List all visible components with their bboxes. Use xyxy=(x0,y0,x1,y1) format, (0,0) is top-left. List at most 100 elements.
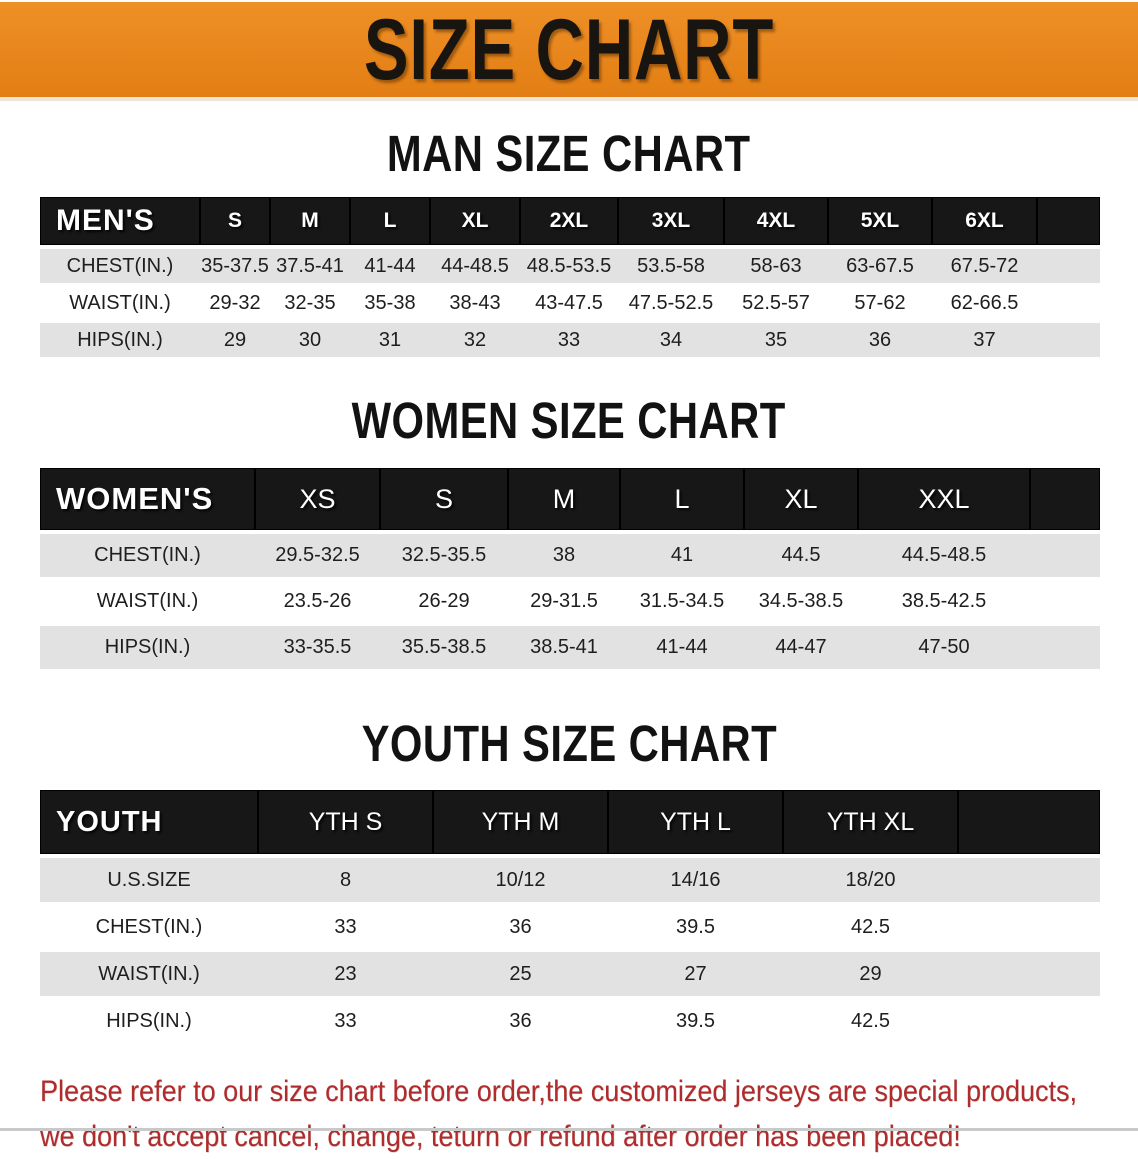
table-cell: 8 xyxy=(258,858,433,905)
row-label: HIPS(IN.) xyxy=(40,323,200,360)
column-header: S xyxy=(380,468,508,534)
table-cell: 36 xyxy=(828,323,932,360)
row-label: CHEST(IN.) xyxy=(40,905,258,952)
table-cell: 32 xyxy=(430,323,520,360)
column-header: XXL xyxy=(858,468,1030,534)
table-row: CHEST(IN.) 35-37.5 37.5-41 41-44 44-48.5 48.5… xyxy=(40,249,1100,286)
table-cell: 48.5-53.5 xyxy=(520,249,618,286)
table-cell: 33 xyxy=(520,323,618,360)
table-cell: 23.5-26 xyxy=(255,580,380,626)
column-header: YTH L xyxy=(608,790,783,858)
bottom-divider xyxy=(0,1128,1138,1131)
table-cell: 31.5-34.5 xyxy=(620,580,744,626)
table-cell: 57-62 xyxy=(828,286,932,323)
banner-title: SIZE CHART xyxy=(363,1,775,98)
row-label: CHEST(IN.) xyxy=(40,534,255,580)
table-cell: 32-35 xyxy=(270,286,350,323)
table-cell: 47-50 xyxy=(858,626,1030,672)
table-cell: 44.5-48.5 xyxy=(858,534,1030,580)
table-cell: 32.5-35.5 xyxy=(380,534,508,580)
table-cell: 29 xyxy=(783,952,958,999)
table-title: MEN'S xyxy=(40,197,200,249)
table-row: U.S.SIZE 8 10/12 14/16 18/20 xyxy=(40,858,1100,905)
men-size-table: MEN'S S M L XL 2XL 3XL 4XL 5XL 6XL CHEST(IN.) 35-37… xyxy=(40,197,1100,360)
table-row: HIPS(IN.) 33-35.5 35.5-38.5 38.5-41 41-44 44-… xyxy=(40,626,1100,672)
table-cell: 31 xyxy=(350,323,430,360)
table-cell: 44-47 xyxy=(744,626,858,672)
table-cell: 58-63 xyxy=(724,249,828,286)
table-row: HIPS(IN.) 29 30 31 32 33 34 35 36 37 xyxy=(40,323,1100,360)
table-cell: 35-37.5 xyxy=(200,249,270,286)
youth-section-heading: YOUTH SIZE CHART xyxy=(0,718,1138,770)
row-label: WAIST(IN.) xyxy=(40,580,255,626)
row-label: HIPS(IN.) xyxy=(40,626,255,672)
column-header: M xyxy=(508,468,620,534)
table-cell: 38.5-42.5 xyxy=(858,580,1030,626)
column-header: 3XL xyxy=(618,197,724,249)
row-filler xyxy=(958,858,1100,905)
row-filler xyxy=(1037,249,1100,286)
row-filler xyxy=(958,999,1100,1046)
table-cell: 35-38 xyxy=(350,286,430,323)
table-title: WOMEN'S xyxy=(40,468,255,534)
men-section-heading: MAN SIZE CHART xyxy=(0,128,1138,180)
row-filler xyxy=(1037,286,1100,323)
table-cell: 29.5-32.5 xyxy=(255,534,380,580)
column-header: 5XL xyxy=(828,197,932,249)
column-header: XS xyxy=(255,468,380,534)
header-row: WOMEN'S XS S M L XL XXL xyxy=(40,468,1100,534)
column-header: YTH S xyxy=(258,790,433,858)
table-cell: 44-48.5 xyxy=(430,249,520,286)
table-cell: 41-44 xyxy=(350,249,430,286)
youth-size-table: YOUTH YTH S YTH M YTH L YTH XL U.S.SIZE 8 10/12… xyxy=(40,790,1100,1046)
table-cell: 37 xyxy=(932,323,1037,360)
table-cell: 25 xyxy=(433,952,608,999)
women-size-table: WOMEN'S XS S M L XL XXL CHEST(IN.) 29.5-32.5 32.5… xyxy=(40,468,1100,672)
row-filler xyxy=(1030,580,1100,626)
table-cell: 14/16 xyxy=(608,858,783,905)
column-header: YTH XL xyxy=(783,790,958,858)
table-cell: 37.5-41 xyxy=(270,249,350,286)
table-row: HIPS(IN.) 33 36 39.5 42.5 xyxy=(40,999,1100,1046)
women-section-heading-text: WOMEN SIZE CHART xyxy=(351,392,787,449)
row-label: WAIST(IN.) xyxy=(40,286,200,323)
table-cell: 42.5 xyxy=(783,905,958,952)
table-cell: 35.5-38.5 xyxy=(380,626,508,672)
row-filler xyxy=(1030,534,1100,580)
table-row: CHEST(IN.) 29.5-32.5 32.5-35.5 38 41 44.5 44.5… xyxy=(40,534,1100,580)
header-row: YOUTH YTH S YTH M YTH L YTH XL xyxy=(40,790,1100,858)
row-filler xyxy=(958,905,1100,952)
table-cell: 39.5 xyxy=(608,905,783,952)
table-title: YOUTH xyxy=(40,790,258,858)
men-section-heading-text: MAN SIZE CHART xyxy=(387,125,751,182)
table-cell: 42.5 xyxy=(783,999,958,1046)
footer-note-line2: we don't accept cancel, change, teturn o… xyxy=(40,1120,961,1153)
table-cell: 34.5-38.5 xyxy=(744,580,858,626)
table-cell: 36 xyxy=(433,905,608,952)
table-row: WAIST(IN.) 23 25 27 29 xyxy=(40,952,1100,999)
row-filler xyxy=(1037,323,1100,360)
row-label: HIPS(IN.) xyxy=(40,999,258,1046)
column-header: 6XL xyxy=(932,197,1037,249)
column-header: YTH M xyxy=(433,790,608,858)
row-label: WAIST(IN.) xyxy=(40,952,258,999)
table-cell: 29 xyxy=(200,323,270,360)
footer-note: Please refer to our size chart before or… xyxy=(40,1069,1138,1159)
table-cell: 27 xyxy=(608,952,783,999)
table-cell: 62-66.5 xyxy=(932,286,1037,323)
table-row: WAIST(IN.) 23.5-26 26-29 29-31.5 31.5-34.5 34… xyxy=(40,580,1100,626)
row-label: U.S.SIZE xyxy=(40,858,258,905)
column-header: S xyxy=(200,197,270,249)
table-cell: 41-44 xyxy=(620,626,744,672)
table-cell: 33 xyxy=(258,999,433,1046)
table-cell: 52.5-57 xyxy=(724,286,828,323)
table-cell: 34 xyxy=(618,323,724,360)
column-header: L xyxy=(350,197,430,249)
header-row: MEN'S S M L XL 2XL 3XL 4XL 5XL 6XL xyxy=(40,197,1100,249)
table-cell: 18/20 xyxy=(783,858,958,905)
row-filler xyxy=(958,952,1100,999)
table-cell: 38-43 xyxy=(430,286,520,323)
table-cell: 30 xyxy=(270,323,350,360)
table-cell: 29-32 xyxy=(200,286,270,323)
column-header: L xyxy=(620,468,744,534)
